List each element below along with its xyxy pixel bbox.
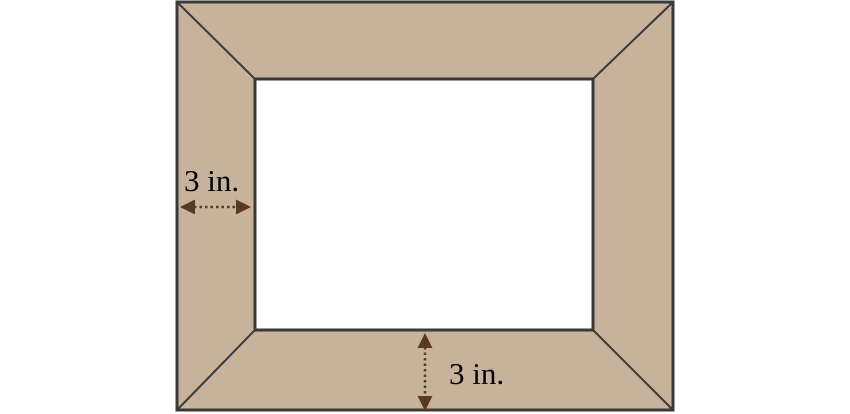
miter-line-top-right — [592, 1, 674, 80]
frame-inner-opening — [253, 77, 595, 332]
bottom-width-label: 3 in. — [449, 356, 504, 391]
miter-line-bottom-left — [176, 329, 256, 411]
side-width-label: 3 in. — [184, 163, 239, 198]
miter-line-bottom-right — [592, 329, 674, 411]
miter-line-top-left — [176, 1, 256, 80]
